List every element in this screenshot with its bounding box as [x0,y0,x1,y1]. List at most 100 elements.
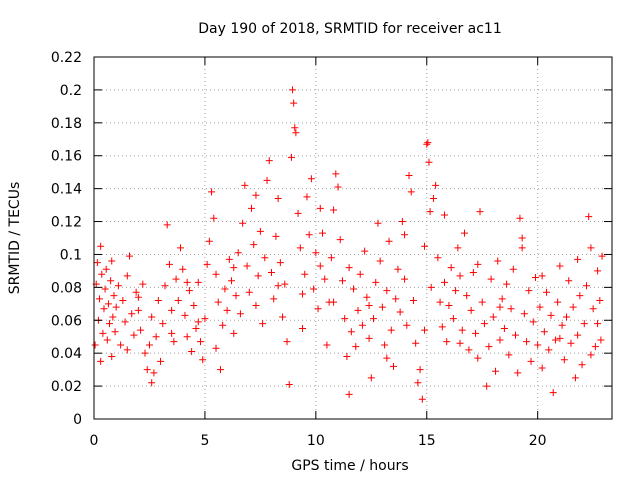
data-point [336,236,344,244]
data-point [383,354,391,362]
data-point [429,195,437,203]
data-point [312,249,320,257]
data-point [547,311,555,319]
data-point [327,254,335,262]
y-tick-label: 0.04 [51,346,82,362]
data-point [356,270,364,278]
data-point [216,366,224,374]
data-point [110,292,118,300]
data-point [283,338,291,346]
data-point [469,269,477,277]
data-point [252,301,260,309]
data-point [345,390,353,398]
y-tick-label: 0.08 [51,280,82,296]
data-point [270,295,278,303]
data-point [296,244,304,252]
data-point [259,320,267,328]
data-point [334,183,342,191]
data-point [219,321,227,329]
data-point [338,277,346,285]
data-point [396,308,404,316]
data-point [205,237,213,245]
data-point [474,354,482,362]
data-point [401,275,409,283]
data-point [104,300,112,308]
data-point [434,254,442,262]
data-point [500,325,508,332]
data-point [196,338,204,346]
data-point [112,303,120,311]
data-point [330,206,338,214]
data-point [401,231,409,239]
data-point [598,252,606,260]
data-point [279,313,287,321]
data-point [299,325,307,332]
data-point [314,305,322,313]
data-point [389,362,397,370]
y-axis-label: SRMTID / TECUs [7,182,23,295]
data-point [316,204,324,212]
data-point [234,249,242,257]
data-point [192,325,200,332]
data-point [483,382,491,390]
data-point [529,318,537,326]
data-point [101,285,109,293]
data-point [111,328,119,336]
data-point [505,351,513,359]
data-point [540,328,548,336]
data-point [467,306,475,314]
data-point [425,158,433,166]
data-point [248,204,256,212]
data-point [276,259,284,267]
data-point [168,329,176,337]
data-point [549,389,557,397]
data-point [441,211,449,219]
data-point [489,313,497,321]
data-point [527,357,535,365]
data-point [148,379,156,387]
data-point [239,219,247,227]
data-point [343,352,351,360]
data-point [252,191,260,199]
data-point [301,270,309,278]
data-point [321,275,329,283]
data-point [223,306,231,314]
data-point [398,218,406,226]
data-point [456,272,464,280]
data-point [294,209,302,217]
data-point [109,313,117,321]
data-point [520,310,528,318]
data-point [556,334,564,342]
data-point [210,214,218,222]
chart-title: Day 190 of 2018, SRMTID for receiver ac1… [198,21,502,37]
data-point [414,379,422,387]
data-point [201,315,209,323]
data-point [254,272,262,280]
data-point [102,265,110,273]
data-point [432,181,440,189]
data-point [190,301,198,309]
data-point [518,234,526,242]
data-point [107,277,115,285]
data-point [460,229,468,237]
data-point [426,208,434,216]
y-tick-labels: 0 0.02 0.04 0.06 0.08 0.1 0.12 0.14 0.16 0.18 0.2 0… [51,50,82,428]
data-point [538,272,546,280]
data-point [267,269,275,277]
data-point [423,140,431,148]
data-point [274,282,282,290]
data-point [409,297,417,305]
data-point [594,267,602,275]
data-point [407,188,415,196]
data-point [332,170,340,178]
x-tick-label: 5 [200,433,209,449]
data-point [91,341,99,349]
data-point [565,277,573,285]
data-point [285,380,293,388]
data-point [161,282,169,290]
data-point [597,336,605,344]
data-point [454,244,462,252]
data-point [463,292,471,300]
y-tick-label: 0.22 [51,50,82,66]
data-point [292,129,300,137]
